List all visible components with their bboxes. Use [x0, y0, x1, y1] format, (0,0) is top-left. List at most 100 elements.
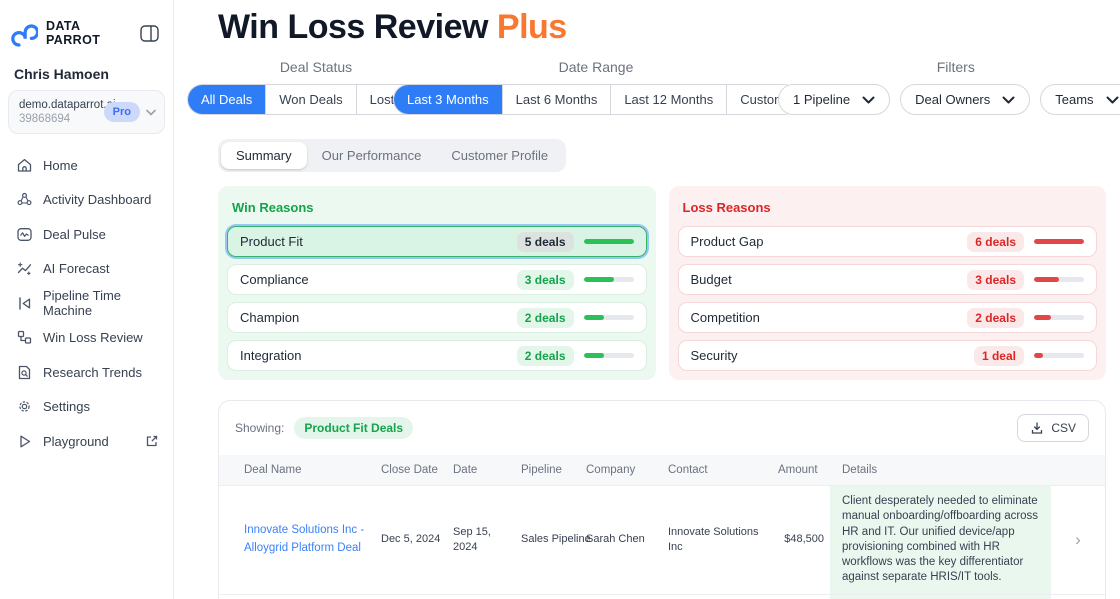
sidebar-item-settings[interactable]: Settings — [0, 390, 173, 425]
sidebar-item-label: Research Trends — [43, 364, 142, 380]
last-6-months-button[interactable]: Last 6 Months — [501, 85, 611, 114]
settings-gear-icon — [19, 401, 30, 412]
csv-export-button[interactable]: CSV — [1017, 414, 1089, 442]
reason-label: Product Gap — [690, 234, 764, 249]
ai-forecast-icon — [17, 262, 32, 276]
page-title-plus: Plus — [496, 8, 567, 46]
activity-dashboard-icon — [17, 193, 32, 206]
deal-count-badge: 2 deals — [516, 307, 574, 328]
win-reason-integration[interactable]: Integration 2 deals — [227, 340, 647, 371]
chevron-down-icon — [146, 109, 156, 116]
account-info: demo.dataparrot.ai 39868694 — [19, 99, 116, 125]
account-domain: demo.dataparrot.ai — [19, 99, 116, 111]
details-cell: Client desperately needed to eliminate m… — [830, 486, 1051, 594]
reason-label: Integration — [240, 348, 302, 363]
deal-status-label: Deal Status — [279, 59, 353, 75]
reason-metrics: 2 deals — [516, 307, 634, 328]
chevron-down-icon — [1106, 96, 1119, 103]
col-header-deal-name: Deal Name — [244, 464, 302, 476]
sidebar-item-label: Pipeline Time Machine — [43, 288, 122, 319]
reason-panels: Win Reasons Product Fit 5 deals Complian… — [218, 186, 1106, 380]
col-header-amount: Amount — [778, 464, 818, 476]
row-expand-chevron-icon[interactable]: › — [1075, 529, 1081, 549]
sidebar-item-win-loss-review[interactable]: Win Loss Review — [0, 321, 173, 356]
deals-table-card: Showing: Product Fit Deals CSV Deal Name… — [218, 400, 1106, 599]
reason-bar — [583, 315, 634, 320]
brand-header: DATA PARROT — [0, 12, 173, 50]
view-tabs: Summary Our Performance Customer Profile — [218, 139, 567, 172]
row-expand-chevron-icon[interactable]: › — [1051, 595, 1105, 599]
reason-bar — [1034, 277, 1084, 282]
pipeline-dropdown-label: 1 Pipeline — [793, 92, 851, 107]
loss-reason-competition[interactable]: Competition 2 deals — [677, 302, 1097, 333]
external-link-icon — [145, 434, 159, 448]
account-selector[interactable]: demo.dataparrot.ai 39868694 Pro — [8, 90, 165, 134]
date-range-segmented-control: Last 3 Months Last 6 Months Last 12 Mont… — [393, 84, 799, 115]
deal-count-badge: 3 deals — [516, 269, 574, 290]
win-reason-product-fit[interactable]: Product Fit 5 deals — [227, 226, 647, 257]
win-reasons-panel: Win Reasons Product Fit 5 deals Complian… — [218, 186, 656, 380]
last-12-months-button[interactable]: Last 12 Months — [610, 85, 727, 114]
sidebar-item-label: Playground — [43, 433, 109, 449]
all-deals-button[interactable]: All Deals — [187, 85, 266, 114]
tab-summary[interactable]: Summary — [221, 142, 307, 169]
dataparrot-logo-icon — [8, 16, 38, 50]
pipeline-time-machine-icon — [19, 297, 31, 310]
win-reason-champion[interactable]: Champion 2 deals — [227, 302, 647, 333]
tab-our-performance[interactable]: Our Performance — [321, 148, 422, 163]
col-header-close-date: Close Date — [381, 464, 438, 476]
loss-reason-budget[interactable]: Budget 3 deals — [677, 264, 1097, 295]
reason-metrics: 1 deal — [973, 345, 1084, 366]
amount-cell: $48,500 — [784, 533, 824, 546]
pipeline-dropdown[interactable]: 1 Pipeline — [778, 84, 891, 115]
deal-name-link[interactable]: Innovate Solutions Inc - Alloygrid Platf… — [244, 524, 365, 554]
loss-reason-security[interactable]: Security 1 deal — [677, 340, 1097, 371]
sidebar-collapse-icon[interactable] — [140, 24, 159, 42]
account-id: 39868694 — [19, 113, 71, 125]
table-toolbar: Showing: Product Fit Deals CSV — [219, 401, 1105, 455]
deal-count-badge: 1 deal — [973, 345, 1024, 366]
sidebar-item-ai-forecast[interactable]: AI Forecast — [0, 252, 173, 287]
date-range-label: Date Range — [558, 59, 634, 75]
col-header-date: Date — [453, 464, 478, 476]
chevron-down-icon — [862, 96, 875, 103]
reason-bar — [583, 277, 634, 282]
filter-dropdowns: 1 Pipeline Deal Owners Teams — [778, 84, 1120, 115]
won-deals-button[interactable]: Won Deals — [265, 85, 356, 114]
teams-dropdown[interactable]: Teams — [1040, 84, 1120, 115]
sidebar-item-home[interactable]: Home — [0, 148, 173, 183]
col-header-company: Company — [586, 464, 636, 476]
sidebar-item-pipeline-time-machine[interactable]: Pipeline Time Machine — [0, 286, 173, 321]
sidebar-item-label: AI Forecast — [43, 261, 110, 277]
sidebar-item-research-trends[interactable]: Research Trends — [0, 355, 173, 390]
date-range-group: Date Range Last 3 Months Last 6 Months L… — [393, 59, 799, 115]
sidebar-item-playground[interactable]: Playground — [0, 424, 173, 459]
details-cell: Client's recent security breach from an … — [830, 594, 1051, 599]
deal-owners-dropdown[interactable]: Deal Owners — [900, 84, 1031, 115]
win-reason-compliance[interactable]: Compliance 3 deals — [227, 264, 647, 295]
sidebar: DATA PARROT Chris Hamoen demo.dataparrot… — [0, 0, 174, 599]
reason-label: Competition — [690, 310, 760, 325]
sidebar-item-label: Home — [43, 157, 78, 173]
reason-label: Champion — [240, 310, 300, 325]
tab-customer-profile[interactable]: Customer Profile — [451, 148, 549, 163]
showing-label: Showing: — [235, 421, 285, 435]
col-header-contact: Contact — [668, 464, 708, 476]
reason-bar — [1034, 239, 1084, 244]
table-row: TechVision Inc - Alloygrid Enterprise De… — [219, 593, 1105, 599]
last-3-months-button[interactable]: Last 3 Months — [394, 85, 502, 114]
sidebar-item-activity-dashboard[interactable]: Activity Dashboard — [0, 183, 173, 218]
reason-metrics: 6 deals — [967, 231, 1084, 252]
sidebar-item-deal-pulse[interactable]: Deal Pulse — [0, 217, 173, 252]
download-icon — [1032, 422, 1043, 434]
deal-count-badge: 2 deals — [516, 345, 574, 366]
main-content: Win Loss Review Plus Deal Status All Dea… — [174, 0, 1120, 599]
showing-value-badge: Product Fit Deals — [294, 417, 414, 439]
contact-cell: Innovate Solutions Inc — [668, 526, 759, 553]
col-header-details: Details — [842, 464, 878, 476]
sidebar-item-label: Settings — [43, 399, 90, 415]
loss-reason-product-gap[interactable]: Product Gap 6 deals — [677, 226, 1097, 257]
research-trends-icon — [18, 365, 31, 379]
loss-reasons-panel: Loss Reasons Product Gap 6 deals Budget … — [668, 186, 1106, 380]
reason-bar — [1034, 353, 1084, 358]
